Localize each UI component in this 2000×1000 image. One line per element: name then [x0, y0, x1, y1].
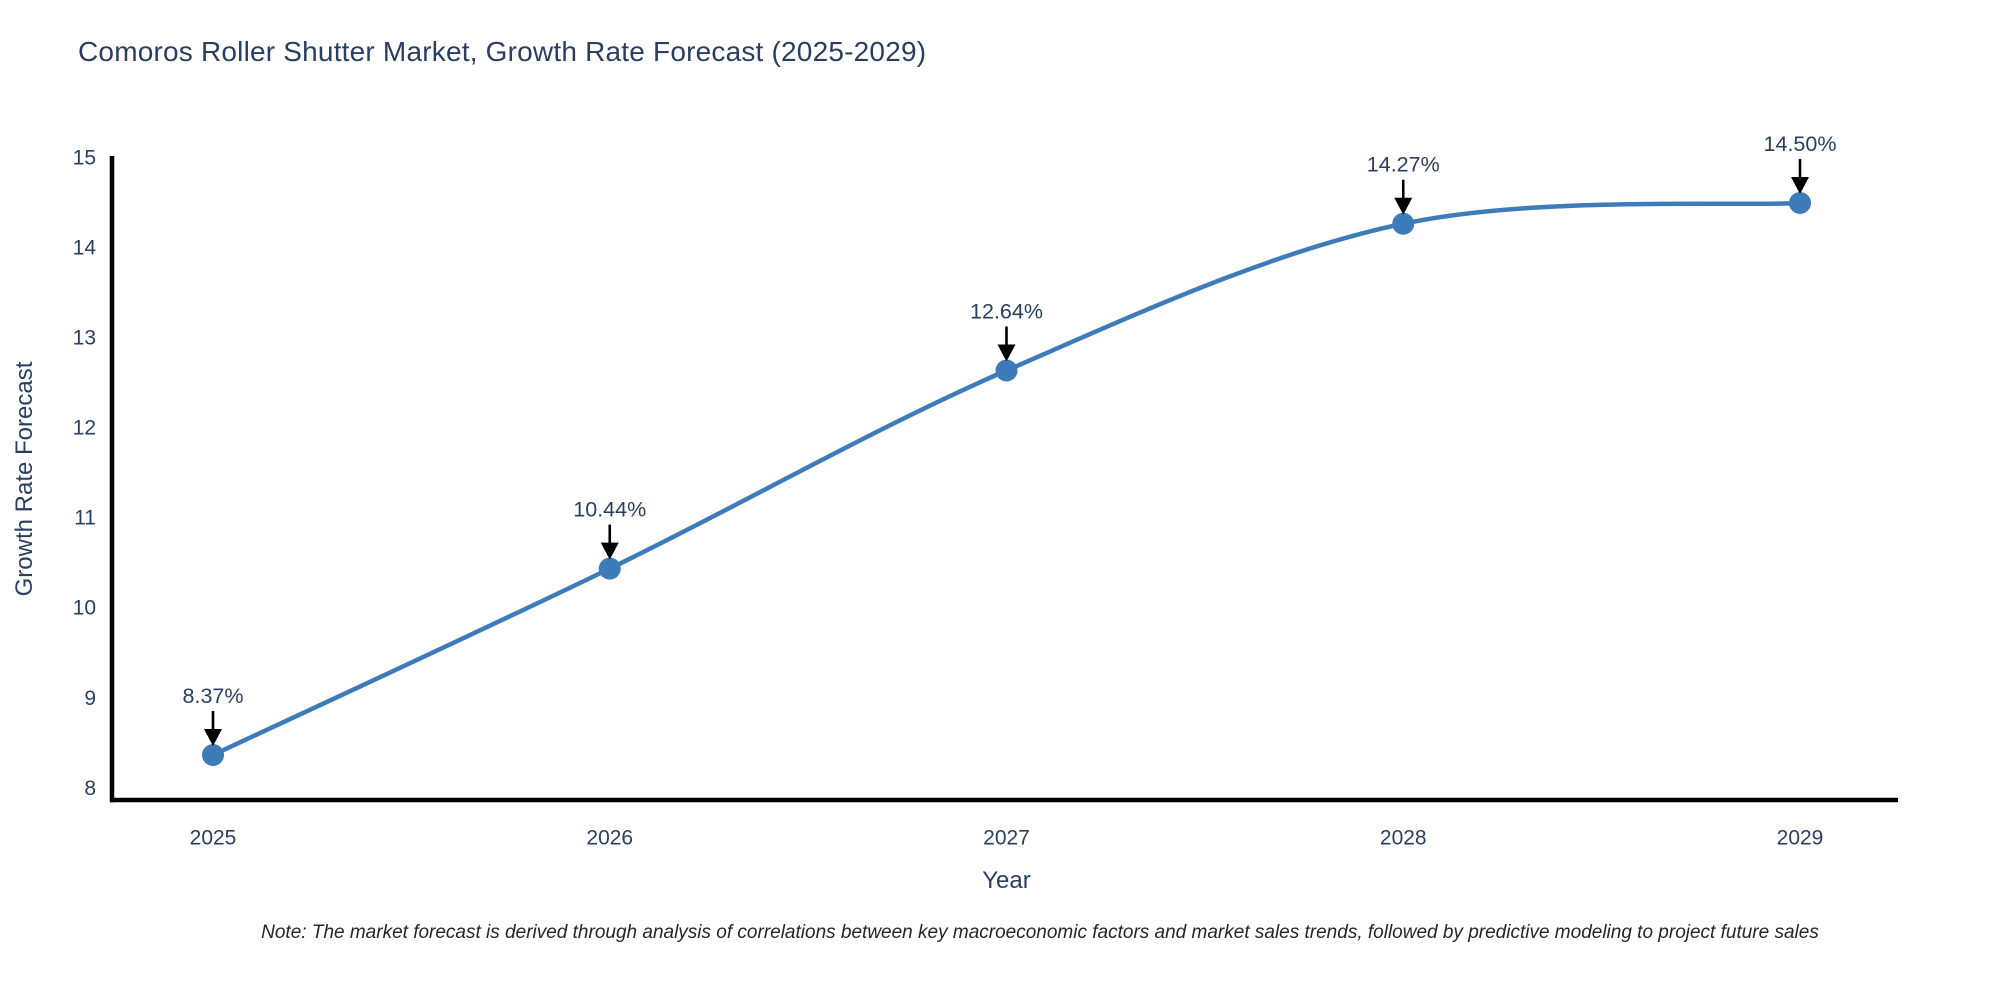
data-point[interactable]	[202, 743, 224, 766]
y-tick-label: 14	[73, 237, 97, 260]
x-tick-label: 2025	[190, 827, 237, 850]
y-tick-label: 15	[73, 147, 96, 170]
y-tick-label: 8	[84, 777, 96, 800]
annotation-arrowhead-icon	[204, 728, 222, 746]
annotation-arrowhead-icon	[997, 344, 1016, 362]
x-tick-label: 2026	[586, 827, 633, 850]
data-point[interactable]	[1789, 192, 1811, 215]
point-annotation: 12.64%	[970, 299, 1043, 323]
y-tick-label: 11	[74, 507, 96, 530]
footnote: Note: The market forecast is derived thr…	[261, 922, 1819, 943]
point-annotation: 14.50%	[1764, 132, 1837, 156]
annotation-arrowhead-icon	[600, 542, 619, 560]
chart-title: Comoros Roller Shutter Market, Growth Ra…	[78, 36, 927, 67]
y-tick-label: 13	[73, 327, 96, 350]
y-axis-title: Growth Rate Forecast	[11, 361, 38, 596]
point-annotation: 14.27%	[1367, 153, 1440, 177]
y-tick-label: 12	[73, 417, 96, 440]
data-point[interactable]	[995, 359, 1018, 382]
x-tick-label: 2027	[983, 827, 1030, 850]
data-point[interactable]	[598, 557, 621, 580]
x-tick-label: 2028	[1380, 827, 1427, 850]
data-point[interactable]	[1392, 212, 1415, 235]
x-tick-label: 2029	[1777, 827, 1824, 850]
annotation-arrowhead-icon	[1791, 177, 1809, 195]
point-annotation: 8.37%	[183, 684, 244, 708]
annotation-arrowhead-icon	[1394, 197, 1413, 215]
y-tick-label: 9	[84, 687, 96, 710]
y-tick-label: 10	[73, 597, 96, 620]
point-annotation: 10.44%	[573, 498, 646, 522]
forecast-line	[210, 200, 1803, 758]
x-axis-title: Year	[982, 867, 1031, 894]
